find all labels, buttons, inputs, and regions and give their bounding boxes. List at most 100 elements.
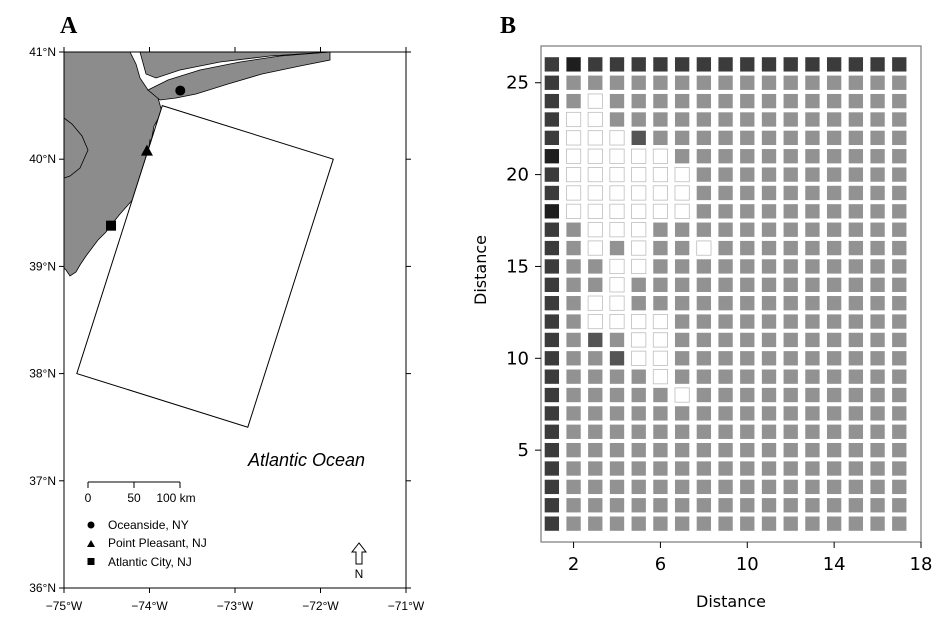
atlantic-city-marker xyxy=(106,220,117,231)
legend-triangle-icon xyxy=(87,540,95,547)
heatmap-cell xyxy=(761,461,777,476)
heatmap-cell xyxy=(870,240,885,256)
lon-tick-label: −74°W xyxy=(131,599,168,613)
heatmap-cell xyxy=(544,167,560,182)
heatmap-cell xyxy=(696,424,712,439)
heatmap-cell xyxy=(848,314,864,329)
heatmap-cell xyxy=(848,406,864,421)
heatmap-cell xyxy=(718,351,733,366)
heatmap-cell xyxy=(566,222,581,237)
heatmap-cell xyxy=(740,93,755,109)
heatmap-cell xyxy=(740,204,755,219)
heatmap-cell xyxy=(631,258,647,275)
heatmap-cell xyxy=(652,350,668,366)
y-axis-label: Distance xyxy=(471,235,490,305)
heatmap-cell xyxy=(631,350,647,366)
heatmap-cell xyxy=(587,185,603,201)
heatmap-cell xyxy=(544,498,560,513)
heatmap-cell xyxy=(566,185,582,201)
lat-tick-label: 37°N xyxy=(29,474,56,488)
heatmap-cell xyxy=(892,277,907,292)
heatmap-cell xyxy=(631,112,646,127)
heatmap-cell xyxy=(674,167,690,183)
heatmap-cell xyxy=(805,277,820,292)
heatmap-cell xyxy=(870,424,885,439)
heatmap-cell xyxy=(718,149,733,164)
heatmap-cell xyxy=(588,351,603,366)
heatmap-cell xyxy=(761,130,777,146)
heatmap-cell xyxy=(609,93,625,109)
heatmap-cell xyxy=(609,461,625,476)
heatmap-cell xyxy=(892,130,907,146)
heatmap-cell xyxy=(848,332,864,348)
heatmap-cell xyxy=(783,112,798,127)
heatmap-cell xyxy=(696,167,712,182)
heatmap-cell xyxy=(740,406,755,421)
heatmap-cell xyxy=(566,314,581,329)
heatmap-cell xyxy=(609,351,625,366)
heatmap-cell xyxy=(588,277,603,292)
heatmap-cell xyxy=(609,406,625,421)
y-tick-label: 25 xyxy=(506,73,529,94)
heatmap-cell xyxy=(848,277,864,292)
heatmap-cell xyxy=(674,369,690,384)
heatmap-cell xyxy=(718,204,733,219)
heatmap-cell xyxy=(761,75,777,90)
heatmap-cell xyxy=(892,498,907,513)
heatmap-cell xyxy=(783,185,798,201)
heatmap-cell xyxy=(566,111,582,128)
heatmap-cell xyxy=(761,332,777,348)
heatmap-cell xyxy=(653,424,668,439)
heatmap-cell xyxy=(544,93,560,109)
heatmap-cell xyxy=(566,240,581,256)
heatmap-cell xyxy=(652,313,668,330)
heatmap-cell xyxy=(653,130,668,146)
heatmap-cell xyxy=(783,516,798,531)
heatmap-cell xyxy=(826,259,842,274)
heatmap-cell xyxy=(718,93,733,109)
heatmap-cell xyxy=(805,296,820,311)
heatmap-cell xyxy=(805,149,820,164)
map-ticks: −75°W −74°W −73°W −72°W −71°W 36°N 37°N 38°N 39°… xyxy=(29,45,425,613)
heatmap-cell xyxy=(674,387,690,403)
heatmap-cell xyxy=(566,332,581,348)
heatmap-cell xyxy=(761,259,777,274)
heatmap-cell xyxy=(892,75,907,90)
heatmap-cell xyxy=(870,185,885,201)
heatmap-cell xyxy=(609,332,625,348)
heatmap-cell xyxy=(848,222,864,237)
heatmap-cell xyxy=(544,479,560,495)
heatmap-cell xyxy=(674,75,690,90)
heatmap-cell xyxy=(653,93,668,109)
heatmap-cell xyxy=(783,479,798,495)
heatmap-cell xyxy=(892,406,907,421)
heatmap-cell xyxy=(740,75,755,90)
heatmap-cell xyxy=(740,516,755,531)
heatmap-cell xyxy=(652,203,668,219)
heatmap-cell xyxy=(631,93,646,109)
heatmap-cell xyxy=(870,93,885,109)
heatmap-cell xyxy=(826,277,842,292)
heatmap-cell xyxy=(566,296,581,311)
heatmap-cell xyxy=(653,112,668,127)
heatmap-cell xyxy=(631,203,647,219)
heatmap-cell xyxy=(848,479,864,495)
heatmap-cell xyxy=(587,222,603,238)
heatmap-cell xyxy=(587,148,603,164)
heatmap-cell xyxy=(588,442,603,458)
heatmap-cell xyxy=(609,112,625,127)
heatmap-cell xyxy=(826,314,842,329)
heatmap-cell xyxy=(588,75,603,90)
heatmap-cell xyxy=(587,240,603,256)
heatmap-cell xyxy=(761,112,777,127)
heatmap-cell xyxy=(718,442,733,458)
y-tick-label: 5 xyxy=(518,440,529,461)
heatmap-cell xyxy=(740,332,755,348)
heatmap-cell xyxy=(783,222,798,237)
heatmap-cell xyxy=(544,406,560,421)
heatmap-cell xyxy=(761,277,777,292)
heatmap-cell xyxy=(761,498,777,513)
heatmap-cell xyxy=(609,442,625,458)
heatmap-cell xyxy=(761,149,777,164)
